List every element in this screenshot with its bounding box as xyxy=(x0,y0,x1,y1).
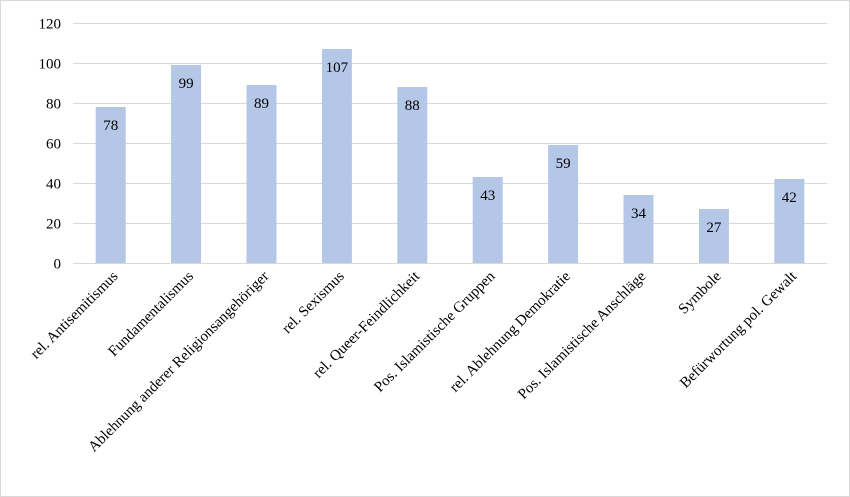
bar xyxy=(171,65,202,263)
x-category-label: Symbole xyxy=(676,268,725,317)
data-label: 59 xyxy=(556,156,571,172)
data-labels: 78 99 89 107 88 43 59 34 27 42 xyxy=(103,60,797,236)
y-tick-label: 100 xyxy=(39,57,62,73)
y-tick-label: 60 xyxy=(46,137,61,153)
data-label: 43 xyxy=(480,188,495,204)
y-axis-ticks: 0 20 40 60 80 100 120 xyxy=(39,17,62,273)
data-label: 99 xyxy=(179,76,194,92)
data-label: 88 xyxy=(405,98,420,114)
bar xyxy=(623,195,654,263)
bar xyxy=(774,179,805,263)
data-label: 42 xyxy=(782,190,797,206)
bar xyxy=(698,209,729,263)
bars xyxy=(95,49,805,263)
y-tick-label: 120 xyxy=(39,17,62,33)
bar xyxy=(246,85,277,263)
x-category-label: rel. Ablehnung Demokratie xyxy=(447,268,574,395)
data-label: 27 xyxy=(706,220,722,236)
bar xyxy=(95,107,126,263)
y-tick-label: 40 xyxy=(46,177,61,193)
y-tick-label: 0 xyxy=(54,257,62,273)
data-label: 107 xyxy=(326,60,349,76)
bar xyxy=(397,87,428,263)
x-category-label: Pos. Islamistische Gruppen xyxy=(371,268,498,395)
x-axis-categories: rel. AntisemitismusFundamentalismusAbleh… xyxy=(28,268,801,455)
bar xyxy=(472,177,503,263)
y-tick-label: 80 xyxy=(46,97,61,113)
bar xyxy=(321,49,352,263)
y-tick-label: 20 xyxy=(46,217,61,233)
x-category-label: Pos. Islamistische Anschläge xyxy=(515,268,649,402)
data-label: 78 xyxy=(103,118,118,134)
data-label: 34 xyxy=(631,206,647,222)
data-label: 89 xyxy=(254,96,269,112)
x-category-label: rel. Sexismus xyxy=(279,268,348,337)
bar xyxy=(548,145,579,263)
